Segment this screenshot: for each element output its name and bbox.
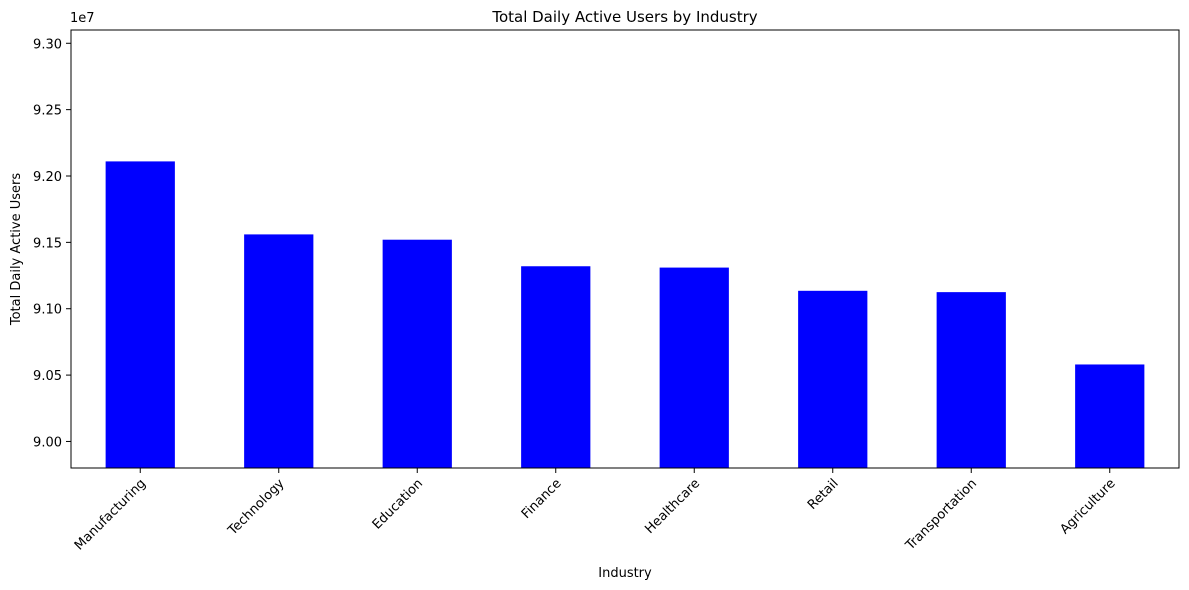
y-tick-label: 9.00 [33, 435, 62, 450]
bar-healthcare [659, 267, 729, 468]
bar-manufacturing [105, 161, 175, 468]
bars-layer [105, 161, 1145, 468]
y-offset-label: 1e7 [70, 11, 95, 26]
bar-technology [244, 234, 314, 468]
bar-education [382, 239, 452, 468]
chart-title: Total Daily Active Users by Industry [491, 8, 757, 26]
y-tick-label: 9.25 [33, 104, 62, 119]
y-tick-label: 9.05 [33, 369, 62, 384]
y-tick-label: 9.10 [33, 303, 62, 318]
bar-transportation [936, 292, 1006, 468]
y-tick-label: 9.20 [33, 170, 62, 185]
bar-agriculture [1075, 364, 1145, 468]
bar-finance [521, 266, 591, 468]
x-axis-title: Industry [598, 566, 652, 581]
y-tick-label: 9.15 [33, 236, 62, 251]
bar-retail [798, 290, 868, 468]
plot-frame [70, 29, 1180, 469]
y-axis-title: Total Daily Active Users [9, 173, 24, 326]
y-tick-label: 9.30 [33, 37, 62, 52]
y-axis: 9.00 9.05 9.10 9.15 9.20 9.25 9.30 [33, 37, 71, 450]
